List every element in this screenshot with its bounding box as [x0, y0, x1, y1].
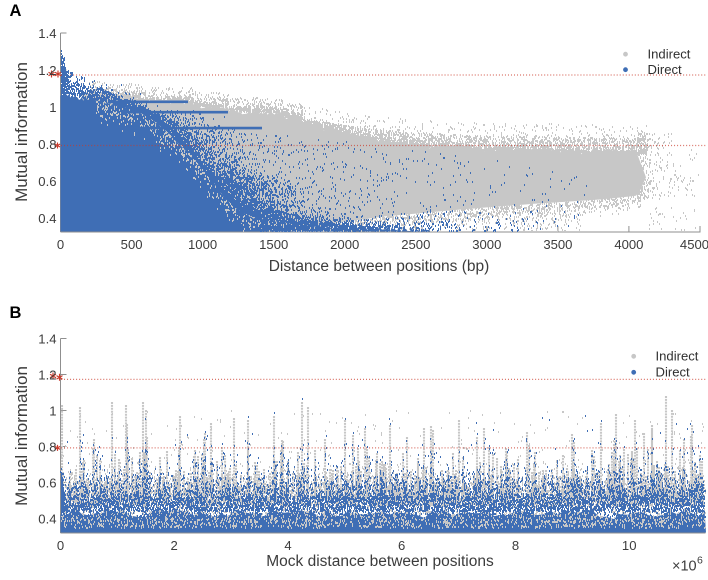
svg-text:4000: 4000 — [614, 237, 643, 252]
svg-text:2000: 2000 — [330, 237, 359, 252]
svg-text:2500: 2500 — [401, 237, 430, 252]
svg-text:1500: 1500 — [259, 237, 288, 252]
svg-text:×10: ×10 — [672, 559, 697, 575]
svg-text:4500: 4500 — [680, 237, 708, 252]
svg-text:0.8: 0.8 — [38, 440, 56, 455]
svg-text:2: 2 — [171, 538, 178, 553]
svg-text:6: 6 — [398, 538, 405, 553]
svg-text:0.4: 0.4 — [38, 211, 56, 226]
svg-text:Direct: Direct — [656, 364, 691, 379]
svg-text:0.6: 0.6 — [38, 174, 56, 189]
svg-text:1.2: 1.2 — [38, 368, 56, 383]
svg-text:1000: 1000 — [188, 237, 217, 252]
svg-text:A: A — [10, 2, 22, 20]
svg-text:B: B — [10, 304, 22, 322]
svg-text:0.8: 0.8 — [38, 137, 56, 152]
svg-text:Direct: Direct — [648, 62, 683, 77]
svg-text:6: 6 — [697, 555, 703, 567]
svg-text:500: 500 — [121, 237, 143, 252]
svg-text:1: 1 — [49, 404, 56, 419]
svg-text:3500: 3500 — [543, 237, 572, 252]
svg-text:Distance between positions (bp: Distance between positions (bp) — [269, 258, 490, 275]
svg-text:Indirect: Indirect — [648, 46, 691, 61]
svg-text:1.2: 1.2 — [38, 63, 56, 78]
svg-text:10: 10 — [622, 538, 637, 553]
svg-text:0: 0 — [57, 538, 64, 553]
svg-text:1.4: 1.4 — [38, 26, 56, 41]
svg-text:Mock distance between position: Mock distance between positions — [266, 553, 494, 570]
svg-text:0: 0 — [57, 237, 64, 252]
svg-text:Mutual information: Mutual information — [12, 366, 31, 506]
svg-text:3000: 3000 — [472, 237, 501, 252]
svg-text:8: 8 — [512, 538, 519, 553]
svg-text:1.4: 1.4 — [38, 332, 56, 347]
svg-text:Indirect: Indirect — [656, 348, 699, 363]
svg-text:0.4: 0.4 — [38, 512, 56, 527]
svg-text:4: 4 — [284, 538, 291, 553]
svg-text:1: 1 — [49, 100, 56, 115]
svg-text:0.6: 0.6 — [38, 476, 56, 491]
svg-text:Mutual information: Mutual information — [12, 62, 31, 202]
